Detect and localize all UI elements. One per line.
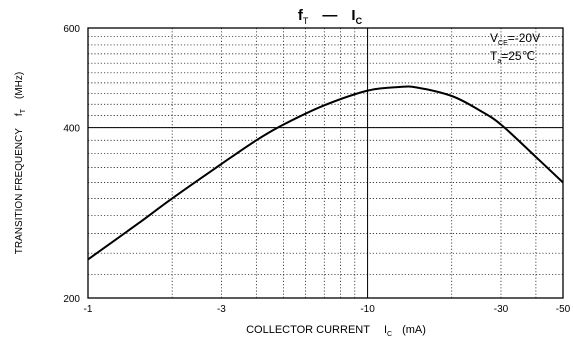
title-main-sub: T [303, 16, 309, 26]
y-tick-label: 200 [63, 294, 80, 305]
series-line [87, 85, 564, 261]
x-axis-label: COLLECTOR CURRENT IC (mA) [246, 324, 426, 338]
x-tick-label: -50 [556, 304, 571, 315]
title-main: f [298, 7, 304, 24]
major-gridlines [88, 28, 563, 298]
y-axis-label: TRANSITION FREQUENCYfT(MHz) [14, 72, 27, 254]
y-tick-label: 600 [63, 24, 80, 35]
y-tick-label: 400 [63, 124, 80, 135]
grid [88, 28, 563, 298]
plot-frame [87, 27, 564, 299]
x-tick-label: -1 [84, 304, 93, 315]
title-vs-sub: C [356, 16, 363, 26]
x-tick-label: -30 [494, 304, 509, 315]
title-dash: — [322, 7, 337, 24]
x-tick-labels: -1 -3 -10 -30 -50 [84, 304, 571, 315]
y-tick-labels: 200 400 600 [63, 24, 80, 305]
x-tick-label: -3 [217, 304, 226, 315]
chart-title: fT — IC [298, 7, 363, 26]
annotation-ta: Ta=25℃ [490, 49, 535, 65]
x-tick-label: -10 [360, 304, 375, 315]
title-vs: I [351, 7, 355, 24]
annotation-vce: VCE=-20V [490, 31, 540, 47]
